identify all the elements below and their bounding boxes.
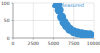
svg-text:2500: 2500 <box>28 41 40 46</box>
svg-text:50: 50 <box>8 18 10 23</box>
svg-text:0: 0 <box>12 41 15 46</box>
svg-text:0: 0 <box>8 36 10 41</box>
svg-text:7500: 7500 <box>68 41 80 46</box>
html-text:Measured: Measured <box>59 2 84 8</box>
svg-text:5000: 5000 <box>48 41 60 46</box>
svg-text:100: 100 <box>8 1 10 6</box>
svg-text:10000: 10000 <box>87 41 92 46</box>
